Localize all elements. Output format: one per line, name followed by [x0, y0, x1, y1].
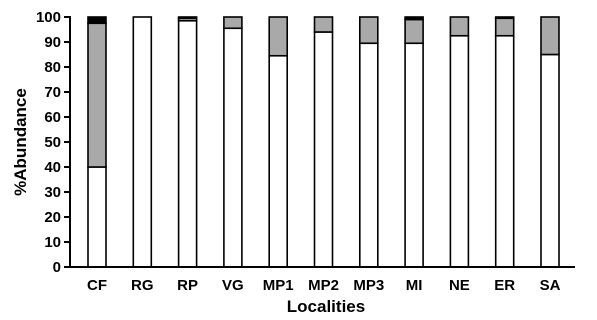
bar-segment-1 — [132, 16, 153, 268]
bar-segment-3 — [177, 16, 198, 20]
bar-segment-1 — [223, 27, 243, 268]
x-tick-label: NE — [449, 277, 470, 294]
bars — [87, 16, 560, 268]
bar-segment-1 — [87, 166, 107, 268]
y-tick-label: 100 — [36, 9, 61, 26]
bar-group-mp3 — [358, 16, 379, 268]
bar-segment-3 — [494, 16, 515, 20]
x-tick-label: RG — [131, 277, 154, 294]
y-tick-label: 20 — [44, 209, 61, 226]
bar-group-sa — [540, 16, 560, 268]
y-axis-title: %Abundance — [11, 88, 30, 196]
x-tick-label: MP1 — [263, 277, 294, 294]
y-tick-label: 10 — [44, 234, 61, 251]
bar-group-cf — [87, 16, 107, 268]
bar-segment-1 — [404, 42, 424, 268]
bar-segment-2 — [540, 16, 560, 56]
bar-segment-2 — [268, 16, 289, 57]
x-tick-label: ER — [494, 277, 515, 294]
bar-segment-1 — [540, 53, 560, 268]
y-tick-label: 90 — [44, 34, 61, 51]
bar-group-ne — [449, 16, 470, 268]
y-tick-label: 0 — [53, 259, 61, 276]
bar-group-mp2 — [313, 16, 334, 268]
y-tick-label: 70 — [44, 84, 61, 101]
x-tick-label: RP — [177, 277, 198, 294]
bar-segment-1 — [494, 34, 515, 268]
bar-group-mi — [404, 16, 424, 268]
bar-segment-2 — [223, 16, 243, 30]
bar-group-rp — [177, 16, 198, 268]
x-tick-label: CF — [87, 277, 107, 294]
x-tick-label: MP3 — [353, 277, 384, 294]
x-tick-label: VG — [222, 277, 244, 294]
y-tick-label: 30 — [44, 184, 61, 201]
bar-group-vg — [223, 16, 243, 268]
bar-segment-1 — [358, 42, 379, 268]
bar-group-mp1 — [268, 16, 289, 268]
bar-group-rg — [132, 16, 153, 268]
y-tick-label: 60 — [44, 109, 61, 126]
y-tick-label: 40 — [44, 159, 61, 176]
bar-group-er — [494, 16, 515, 268]
bar-segment-2 — [404, 18, 424, 45]
x-axis: CF RG RP VG MP1 MP2 MP3 MI NE ER SA — [69, 266, 575, 294]
bar-segment-1 — [177, 19, 198, 268]
bar-segment-2 — [313, 16, 334, 33]
bar-segment-2 — [449, 16, 470, 37]
bar-segment-1 — [313, 31, 334, 268]
x-axis-title: Localities — [287, 297, 365, 316]
bar-segment-3 — [87, 16, 107, 25]
y-axis: 0 10 20 30 40 50 60 70 80 90 100 — [36, 9, 71, 276]
bar-segment-3 — [404, 16, 424, 21]
x-tick-label: SA — [540, 277, 561, 294]
bar-segment-1 — [449, 34, 470, 268]
bar-segment-2 — [494, 17, 515, 37]
bar-segment-1 — [268, 54, 289, 268]
y-tick-label: 80 — [44, 59, 61, 76]
x-tick-label: MI — [406, 277, 423, 294]
bar-segment-2 — [87, 22, 107, 168]
y-tick-label: 50 — [44, 134, 61, 151]
bar-segment-2 — [358, 16, 379, 45]
x-tick-label: MP2 — [308, 277, 339, 294]
